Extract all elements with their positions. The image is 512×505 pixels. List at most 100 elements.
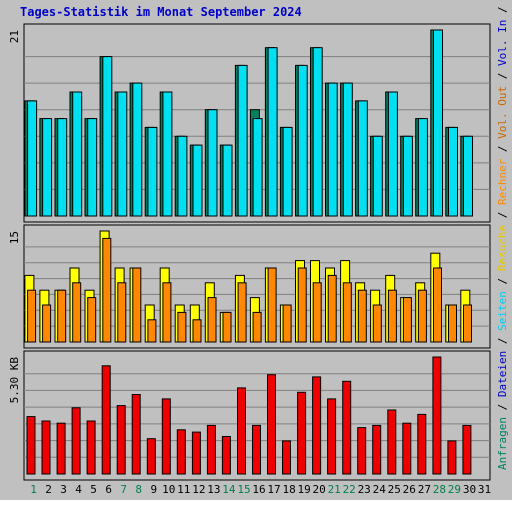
y-max-label-volume: 5.30 KB (8, 357, 21, 404)
bar-volumen-day-10 (161, 398, 171, 475)
bar-dateien-day-8 (132, 82, 143, 217)
legend-part-4: Seiten (496, 291, 509, 331)
bar-rechner-day-19 (297, 267, 307, 343)
bar-rechner-day-2 (42, 304, 52, 343)
bar-dateien-day-29 (448, 126, 458, 217)
bar-volumen-day-2 (41, 420, 51, 475)
bar-volumen-day-30 (462, 424, 472, 475)
bar-volumen-day-17 (267, 374, 276, 475)
panel-visits: 15 (8, 224, 491, 349)
x-tick-day-17: 17 (267, 483, 280, 496)
bar-volumen-day-5 (86, 420, 96, 475)
bar-rechner-day-29 (448, 304, 457, 343)
bar-dateien-day-6 (102, 56, 113, 217)
x-tick-day-18: 18 (282, 483, 295, 496)
bar-rechner-day-1 (27, 289, 37, 343)
bar-dateien-day-4 (72, 91, 83, 217)
x-tick-day-21: 21 (328, 483, 341, 496)
bar-rechner-day-27 (417, 289, 427, 343)
x-tick-day-9: 9 (150, 483, 157, 496)
bar-dateien-day-1 (27, 100, 38, 217)
legend-part-1: / (496, 397, 509, 417)
bar-dateien-day-14 (222, 144, 233, 217)
x-tick-day-2: 2 (45, 483, 52, 496)
bar-volumen-day-6 (101, 365, 111, 475)
chart-title: Tages-Statistik im Monat September 2024 (20, 5, 302, 19)
bar-rechner-day-21 (327, 274, 337, 343)
bar-rechner-day-24 (372, 304, 382, 343)
bar-volumen-day-21 (327, 398, 337, 475)
x-tick-day-22: 22 (343, 483, 356, 496)
x-tick-day-15: 15 (237, 483, 250, 496)
bar-rechner-day-6 (102, 237, 112, 343)
x-tick-day-20: 20 (312, 483, 325, 496)
bar-dateien-day-20 (312, 47, 323, 217)
bar-dateien-day-22 (342, 82, 353, 217)
bar-dateien-day-13 (207, 109, 218, 217)
legend-part-11: / (496, 66, 509, 86)
x-tick-day-28: 28 (433, 483, 446, 496)
x-tick-day-4: 4 (75, 483, 82, 496)
x-tick-day-14: 14 (222, 483, 236, 496)
bar-dateien-day-21 (327, 82, 338, 217)
bar-volumen-day-27 (417, 413, 427, 475)
bar-dateien-day-3 (57, 118, 68, 217)
bar-volumen-day-14 (221, 436, 231, 475)
bar-rechner-day-18 (282, 304, 292, 343)
bar-volumen-day-26 (402, 422, 412, 475)
series-legend-vertical: Anfragen / Dateien / Seiten / Besuche / … (496, 0, 509, 470)
bar-dateien-day-12 (192, 144, 203, 217)
bar-rechner-day-25 (387, 289, 397, 343)
chart-panels: 21 15 5.30 KB (8, 23, 491, 481)
bar-dateien-day-17 (267, 47, 278, 217)
legend-part-10: Vol. Out (496, 86, 509, 139)
legend-part-6: Besuche (496, 225, 509, 271)
bar-volumen-day-24 (372, 424, 382, 475)
x-tick-day-6: 6 (105, 483, 112, 496)
x-tick-day-5: 5 (90, 483, 97, 496)
x-tick-day-25: 25 (388, 483, 401, 496)
bar-dateien-day-25 (387, 91, 398, 217)
y-max-label-requests: 21 (8, 30, 21, 43)
bar-rechner-day-15 (237, 282, 247, 343)
bar-dateien-day-30 (463, 135, 473, 217)
bar-volumen-day-13 (206, 424, 216, 475)
bar-rechner-day-5 (87, 297, 97, 343)
legend-part-9: / (496, 139, 509, 159)
bar-rechner-day-17 (267, 267, 277, 343)
bar-rechner-day-20 (312, 282, 322, 343)
bar-dateien-day-16 (252, 118, 263, 217)
bar-rechner-day-10 (162, 282, 172, 343)
legend-part-5: / (496, 271, 509, 291)
x-tick-day-13: 13 (207, 483, 220, 496)
bar-rechner-day-8 (132, 267, 142, 343)
x-tick-day-26: 26 (403, 483, 416, 496)
bar-volumen-day-22 (342, 380, 352, 475)
bar-rechner-day-23 (357, 289, 367, 343)
bar-rechner-day-16 (252, 311, 262, 343)
x-tick-day-3: 3 (60, 483, 67, 496)
x-tick-day-31: 31 (478, 483, 491, 496)
bar-volumen-day-3 (56, 422, 66, 475)
bar-volumen-day-29 (447, 440, 457, 475)
bar-rechner-day-11 (177, 311, 187, 343)
x-tick-day-12: 12 (192, 483, 205, 496)
bar-dateien-day-27 (417, 118, 428, 217)
bar-rechner-day-14 (222, 311, 232, 343)
bar-rechner-day-26 (402, 297, 412, 343)
legend-part-0: Anfragen (496, 417, 509, 470)
bar-volumen-day-28 (432, 356, 442, 475)
bar-rechner-day-9 (147, 319, 157, 343)
bar-volumen-day-7 (116, 405, 126, 475)
x-tick-day-30: 30 (463, 483, 476, 496)
bar-volumen-day-18 (282, 440, 291, 475)
bar-rechner-day-22 (342, 282, 352, 343)
bar-rechner-day-28 (433, 267, 442, 343)
bar-rechner-day-13 (207, 297, 217, 343)
x-tick-day-23: 23 (358, 483, 371, 496)
x-tick-day-16: 16 (252, 483, 265, 496)
bar-dateien-day-10 (162, 91, 173, 217)
legend-part-13: / (496, 0, 509, 20)
x-tick-day-27: 27 (418, 483, 431, 496)
